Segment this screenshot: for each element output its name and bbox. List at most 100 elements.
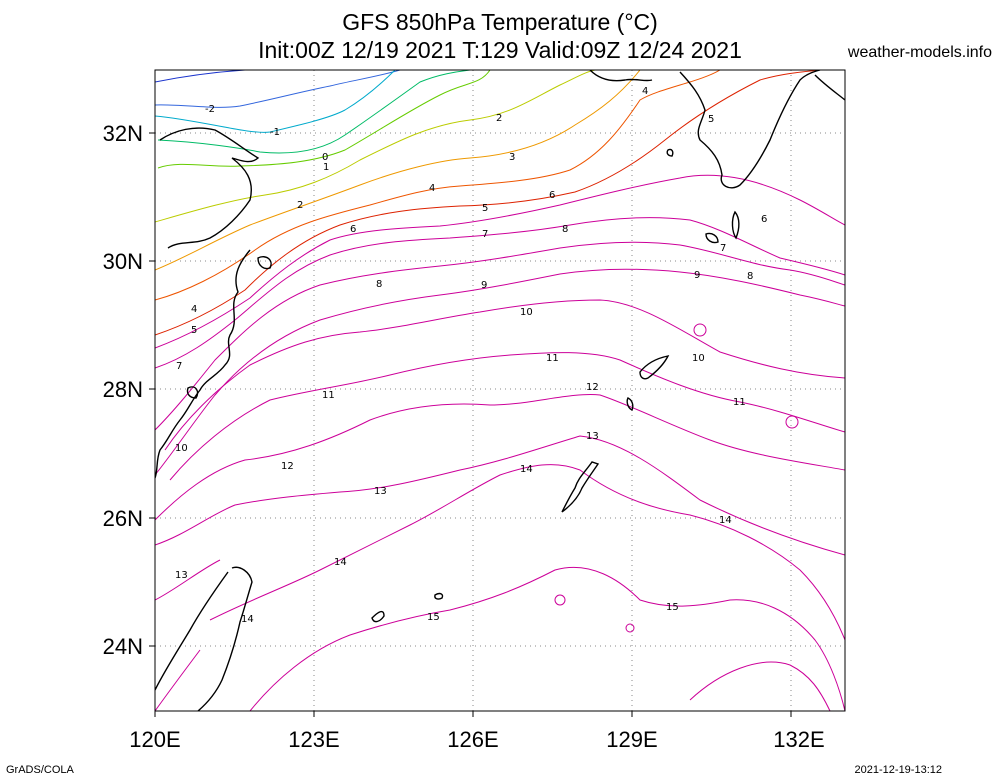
isotherm-8 xyxy=(155,241,845,431)
lon-label-120e: 120E xyxy=(129,727,180,752)
contour-label-5c: 5 xyxy=(708,114,714,125)
isotherm-2 xyxy=(155,70,596,223)
contour-label-8c: 8 xyxy=(747,271,753,282)
island-ishigaki xyxy=(434,592,444,600)
contour-label-6a: 6 xyxy=(549,190,555,201)
contour-label-13a: 13 xyxy=(586,431,599,442)
island-miyako xyxy=(371,610,385,623)
contour-label-13c: 13 xyxy=(175,570,188,581)
island-tanegashima xyxy=(731,210,740,240)
isotherm-12 xyxy=(155,394,845,521)
island-cheju xyxy=(666,148,674,157)
lat-label-32n: 32N xyxy=(103,121,143,146)
lon-label-132e: 132E xyxy=(773,727,824,752)
isotherm-7 xyxy=(155,217,845,369)
isotherm-closed-b xyxy=(785,415,799,429)
contour-label-6c: 6 xyxy=(761,214,767,225)
lat-label-26n: 26N xyxy=(103,506,143,531)
isotherm-m3 xyxy=(155,70,246,83)
contour-label-10b: 10 xyxy=(692,353,705,364)
contour-label-14d: 14 xyxy=(241,614,254,625)
lon-tick-labels: 120E 123E 126E 129E 132E xyxy=(129,727,824,752)
contour-label-4b: 4 xyxy=(642,86,648,97)
isotherm-closed-d xyxy=(625,623,635,633)
contour-labels: -2 -1 0 1 2 2 3 4 4 4 5 5 5 6 6 6 7 7 7 … xyxy=(175,86,767,625)
contour-label-8a: 8 xyxy=(562,224,568,235)
lat-label-24n: 24N xyxy=(103,634,143,659)
coast-shikoku xyxy=(814,74,845,101)
contour-label-7a: 7 xyxy=(482,229,488,240)
isotherm-14 xyxy=(209,464,845,641)
isotherm-15b xyxy=(689,661,831,711)
contour-label-4c: 4 xyxy=(191,304,197,315)
isotherm-closed-c xyxy=(554,594,566,606)
lat-label-30n: 30N xyxy=(103,249,143,274)
contour-label-14c: 14 xyxy=(719,515,732,526)
contour-label-14b: 14 xyxy=(334,557,347,568)
isotherm-6 xyxy=(155,174,845,349)
isotherm-13b xyxy=(155,559,221,601)
island-daito xyxy=(626,397,634,411)
isotherm-11 xyxy=(169,352,845,481)
isotherm-closed-a xyxy=(693,323,707,337)
contour-label-11c: 11 xyxy=(733,397,746,408)
coast-china-south xyxy=(155,249,251,479)
isotherm-15 xyxy=(249,566,845,711)
axis-ticks xyxy=(149,132,792,717)
contour-label-10a: 10 xyxy=(520,307,533,318)
contour-label-5a: 5 xyxy=(482,203,488,214)
contour-label-13b: 13 xyxy=(374,486,387,497)
coast-taiwan xyxy=(197,566,253,711)
lat-tick-labels: 32N 30N 28N 26N 24N xyxy=(103,121,143,659)
contour-label-12b: 12 xyxy=(281,461,294,472)
isotherm-5 xyxy=(155,70,821,336)
island-amami xyxy=(639,355,670,380)
coast-taiwan-west xyxy=(155,571,229,691)
footer-software: GrADS/COLA xyxy=(6,764,74,776)
lon-label-126e: 126E xyxy=(447,727,498,752)
contour-label-7b: 7 xyxy=(176,361,182,372)
isotherm-10 xyxy=(164,299,845,451)
isotherm-14b xyxy=(155,649,201,711)
contour-label-15b: 15 xyxy=(666,602,679,613)
contour-label-11b: 11 xyxy=(322,390,335,401)
isotherm-m1 xyxy=(155,70,396,133)
contour-label-14a: 14 xyxy=(520,464,533,475)
isotherm-3 xyxy=(155,70,641,271)
contour-label-2b: 2 xyxy=(297,200,303,211)
contour-label-9b: 9 xyxy=(694,270,700,281)
site-watermark: weather-models.info xyxy=(847,44,992,61)
contour-label-5b: 5 xyxy=(191,325,197,336)
isotherm-m2 xyxy=(155,70,401,108)
footer-timestamp: 2021-12-19-13:12 xyxy=(854,764,942,776)
lon-label-123e: 123E xyxy=(288,727,339,752)
contour-label-15a: 15 xyxy=(427,612,440,623)
isotherm-0 xyxy=(157,70,471,154)
contour-label-6b: 6 xyxy=(350,224,356,235)
contour-label-1: 1 xyxy=(323,162,329,173)
contour-label-m2: -2 xyxy=(205,104,215,115)
lat-label-28n: 28N xyxy=(103,377,143,402)
contour-label-7c: 7 xyxy=(720,243,726,254)
coastlines xyxy=(155,70,845,711)
contour-label-4a: 4 xyxy=(429,183,435,194)
contour-label-2a: 2 xyxy=(496,113,502,124)
plot-frame xyxy=(154,69,846,712)
contour-label-9a: 9 xyxy=(481,280,487,291)
contour-label-m1: -1 xyxy=(270,127,280,138)
isotherm-1 xyxy=(157,70,491,169)
chart-subtitle: Init:00Z 12/19 2021 T:129 Valid:09Z 12/2… xyxy=(258,37,742,63)
coast-korea xyxy=(589,70,653,82)
contour-label-0: 0 xyxy=(322,152,328,163)
island-yakushima xyxy=(705,232,719,244)
island-zhoushan xyxy=(257,256,272,270)
isotherm-4 xyxy=(155,70,721,301)
lon-label-129e: 129E xyxy=(606,727,657,752)
map-plot-area xyxy=(155,70,845,711)
contour-label-3: 3 xyxy=(509,152,515,163)
island-fujian xyxy=(186,386,199,399)
contour-label-10c: 10 xyxy=(175,443,188,454)
contour-label-12a: 12 xyxy=(586,382,599,393)
coast-china-north xyxy=(159,127,260,249)
